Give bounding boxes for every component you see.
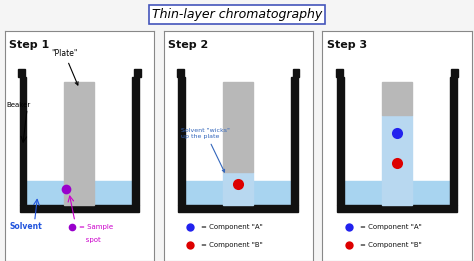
Bar xyxy=(178,77,185,205)
Bar xyxy=(19,205,139,212)
Text: Step 3: Step 3 xyxy=(327,39,367,50)
Bar xyxy=(223,82,253,173)
Bar xyxy=(336,69,343,77)
Text: Solvent: Solvent xyxy=(9,222,42,231)
Text: Step 2: Step 2 xyxy=(168,39,208,50)
Bar xyxy=(178,205,298,212)
Bar xyxy=(132,77,139,205)
Text: = Component "B": = Component "B" xyxy=(360,242,421,248)
Text: spot: spot xyxy=(79,237,101,243)
Bar xyxy=(382,82,412,115)
Bar xyxy=(291,77,298,205)
Bar xyxy=(27,181,132,205)
Bar xyxy=(185,181,291,205)
Bar xyxy=(18,69,25,77)
Bar xyxy=(292,69,300,77)
Text: Thin-layer chromatography: Thin-layer chromatography xyxy=(152,8,322,21)
Text: = Component "B": = Component "B" xyxy=(201,242,263,248)
Bar xyxy=(450,77,457,205)
Text: = Component "A": = Component "A" xyxy=(201,224,263,229)
Bar xyxy=(337,205,457,212)
Bar xyxy=(382,115,412,205)
Bar xyxy=(134,69,141,77)
Bar xyxy=(64,82,94,205)
Text: = Component "A": = Component "A" xyxy=(360,224,421,229)
Text: "Plate": "Plate" xyxy=(51,49,78,85)
Bar xyxy=(223,173,253,205)
Text: Step 1: Step 1 xyxy=(9,39,49,50)
Bar xyxy=(344,181,450,205)
Text: Solvent "wicks"
up the plate: Solvent "wicks" up the plate xyxy=(182,128,230,172)
Bar xyxy=(177,69,184,77)
Text: = Sample: = Sample xyxy=(79,224,113,229)
Bar xyxy=(451,69,458,77)
Text: Beaker: Beaker xyxy=(6,102,30,108)
Bar xyxy=(337,77,344,205)
Bar xyxy=(19,77,27,205)
